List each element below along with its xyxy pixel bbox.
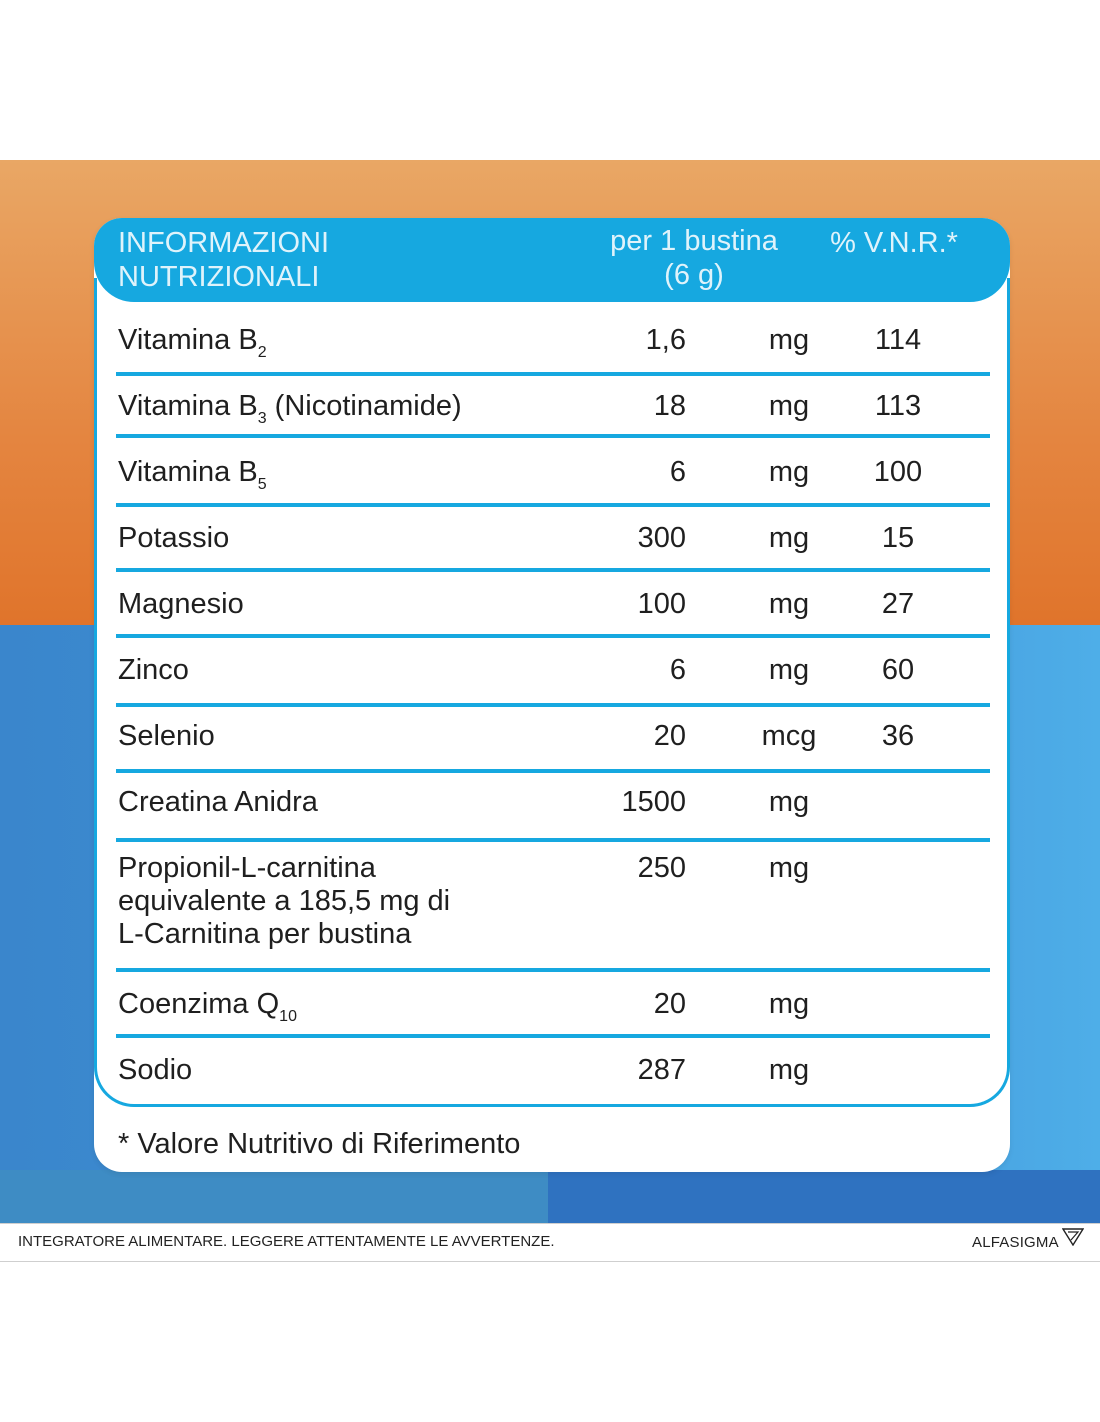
row-divider	[116, 372, 990, 376]
nutrient-subscript: 3	[257, 410, 267, 427]
nutrient-unit: mcg	[761, 720, 817, 752]
nutrient-quantity: 6	[669, 456, 686, 488]
nutrient-name: Potassio	[118, 522, 229, 555]
nutrient-name-text: Creatina Anidra	[118, 786, 318, 818]
nutrient-name-text: Vitamina B	[118, 390, 258, 422]
bottom-disclaimer-bar: INTEGRATORE ALIMENTARE. LEGGERE ATTENTAM…	[0, 1223, 1100, 1262]
nutrient-name: Selenio	[118, 720, 215, 753]
footnote: * Valore Nutritivo di Riferimento	[118, 1128, 521, 1160]
nutrient-vnr: 113	[874, 390, 922, 422]
nutrient-name: Vitamina B2	[118, 324, 267, 361]
nutrient-name-text: Potassio	[118, 522, 230, 554]
table-frame	[94, 278, 1010, 1107]
header-vnr: % V.N.R.*	[830, 227, 958, 259]
nutrient-unit: mg	[768, 588, 810, 620]
nutrient-unit: mg	[768, 654, 810, 686]
nutrient-subscript: 5	[257, 476, 267, 493]
header-title: INFORMAZIONI NUTRIZIONALI	[118, 226, 418, 294]
nutrient-name: Sodio	[118, 1054, 192, 1087]
nutrient-name-text: Sodio	[118, 1054, 193, 1086]
nutrient-quantity: 20	[653, 720, 686, 752]
nutrient-name-line2: equivalente a 185,5 mg di	[118, 885, 451, 917]
nutrient-subscript: 10	[279, 1008, 297, 1025]
nutrition-table-header: INFORMAZIONI NUTRIZIONALI per 1 bustina …	[94, 218, 1010, 302]
header-per-serving: per 1 bustina (6 g)	[584, 224, 804, 292]
nutrient-name-text: Selenio	[118, 720, 215, 752]
nutrient-unit: mg	[768, 852, 810, 884]
nutrient-quantity: 250	[637, 852, 686, 884]
blue-band-left-shade	[0, 1170, 548, 1223]
nutrient-name: Vitamina B3 (Nicotinamide)	[118, 390, 462, 427]
nutrient-quantity: 1,6	[645, 324, 686, 356]
nutrient-quantity: 287	[637, 1054, 686, 1086]
header-per-line2: (6 g)	[664, 259, 724, 291]
row-divider	[116, 434, 990, 438]
nutrient-name-text: Zinco	[118, 654, 189, 686]
nutrient-unit: mg	[768, 522, 810, 554]
nutrient-name: Zinco	[118, 654, 189, 687]
nutrient-name-text: Magnesio	[118, 588, 244, 620]
nutrient-name: Creatina Anidra	[118, 786, 318, 819]
nutrient-vnr: 27	[881, 588, 915, 620]
nutrient-quantity: 18	[653, 390, 686, 422]
nutrient-unit: mg	[768, 456, 810, 488]
row-divider	[116, 703, 990, 707]
nutrient-name: Propionil-L-carnitina equivalente a 185,5…	[118, 852, 450, 951]
nutrient-vnr: 100	[873, 456, 923, 488]
alfasigma-logo-icon	[1061, 1228, 1085, 1251]
nutrient-vnr: 15	[881, 522, 915, 554]
nutrient-unit: mg	[768, 988, 810, 1020]
brand-name: ALFASIGMA	[972, 1234, 1059, 1251]
nutrient-name: Coenzima Q10	[118, 988, 297, 1025]
nutrient-name-suffix: (Nicotinamide)	[266, 390, 462, 422]
header-title-line2: NUTRIZIONALI	[118, 261, 320, 293]
row-divider	[116, 968, 990, 972]
nutrient-vnr: 114	[874, 324, 922, 356]
nutrient-name-text: Coenzima Q	[118, 988, 280, 1020]
nutrient-quantity: 100	[637, 588, 686, 620]
nutrient-vnr: 36	[881, 720, 915, 752]
disclaimer-text: INTEGRATORE ALIMENTARE. LEGGERE ATTENTAM…	[18, 1233, 555, 1250]
nutrient-quantity: 20	[653, 988, 686, 1020]
row-divider	[116, 568, 990, 572]
nutrient-name-line3: L-Carnitina per bustina	[118, 918, 412, 950]
nutrient-unit: mg	[768, 1054, 810, 1086]
row-divider	[116, 503, 990, 507]
row-divider	[116, 634, 990, 638]
blue-band-right-shade	[548, 1170, 1100, 1223]
row-divider	[116, 769, 990, 773]
nutrient-name-text: Propionil-L-carnitina	[118, 852, 376, 884]
nutrient-name: Magnesio	[118, 588, 244, 621]
header-per-line1: per 1 bustina	[610, 225, 778, 257]
nutrient-subscript: 2	[257, 344, 267, 361]
header-title-line1: INFORMAZIONI	[118, 227, 330, 259]
nutrient-name-text: Vitamina B	[118, 456, 258, 488]
nutrient-quantity: 300	[637, 522, 686, 554]
nutrient-unit: mg	[768, 324, 810, 356]
nutrient-unit: mg	[768, 786, 810, 818]
nutrient-unit: mg	[768, 390, 810, 422]
nutrient-name-text: Vitamina B	[118, 324, 258, 356]
row-divider	[116, 1034, 990, 1038]
nutrition-card: INFORMAZIONI NUTRIZIONALI per 1 bustina …	[94, 218, 1010, 1172]
nutrient-quantity: 1500	[621, 786, 686, 818]
row-divider	[116, 838, 990, 842]
nutrient-vnr: 60	[881, 654, 915, 686]
nutrient-quantity: 6	[669, 654, 686, 686]
nutrient-name: Vitamina B5	[118, 456, 267, 493]
